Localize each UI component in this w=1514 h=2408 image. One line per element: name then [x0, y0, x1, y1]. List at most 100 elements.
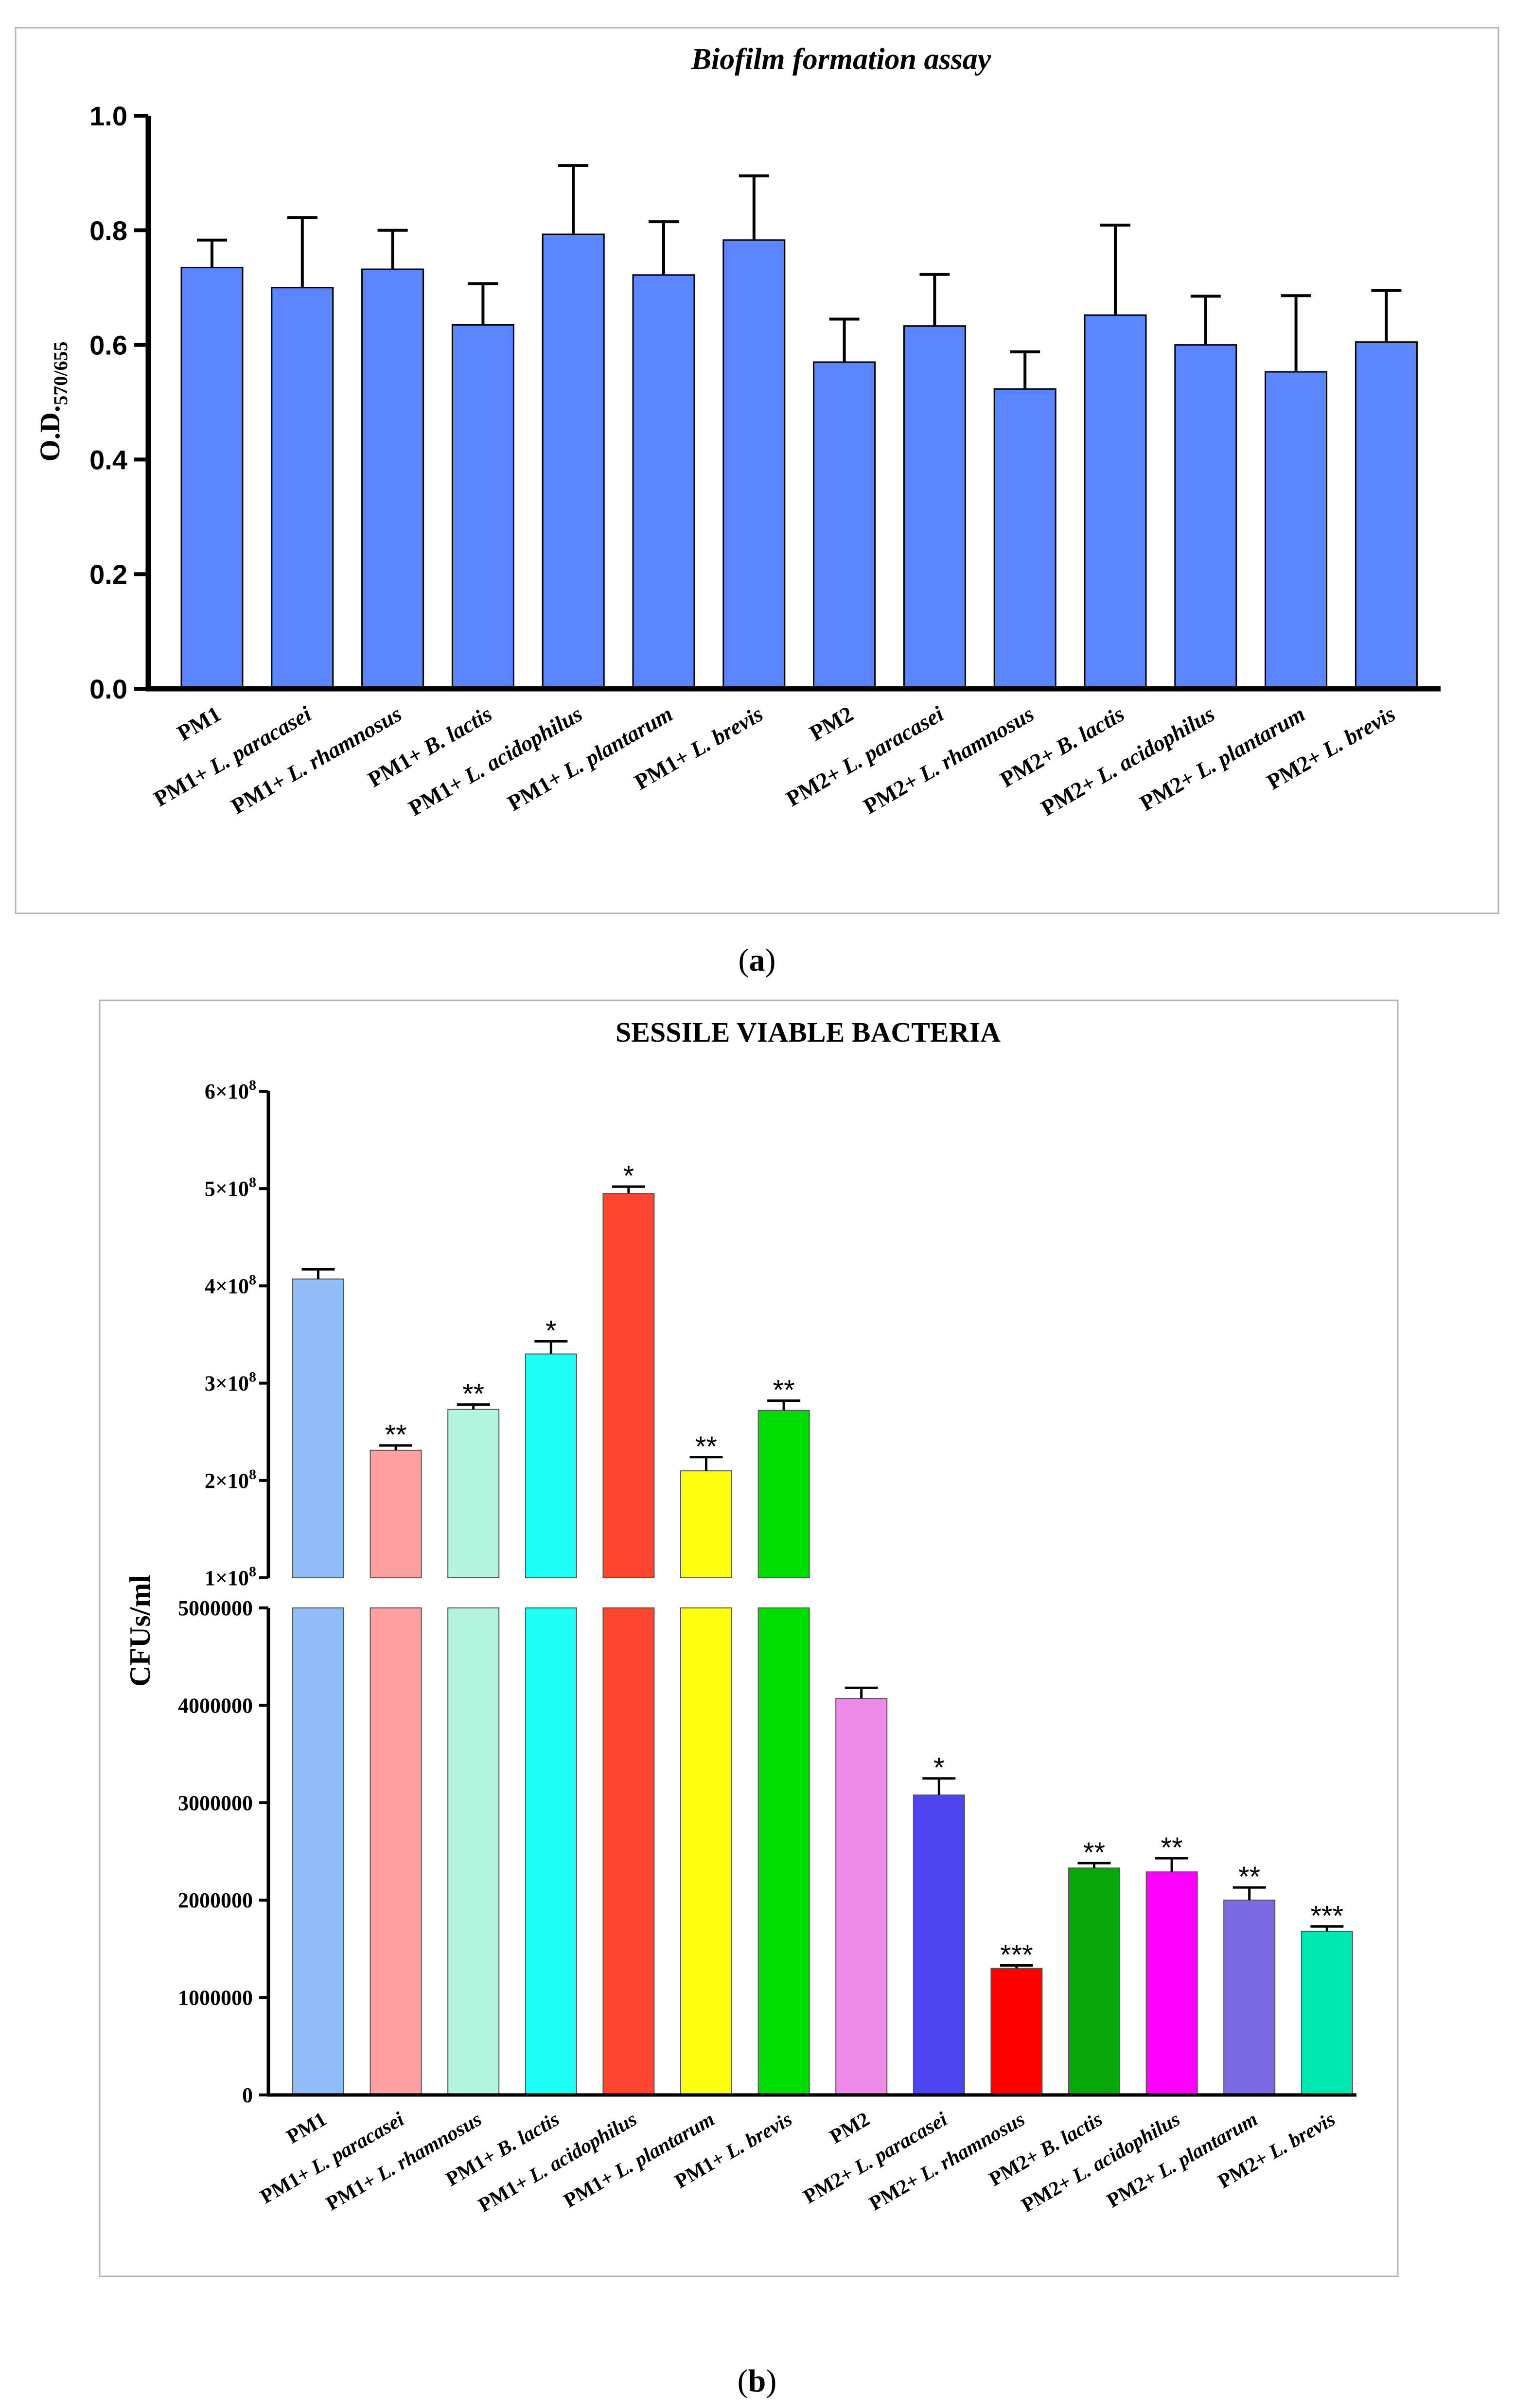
panel-a-bar	[180, 266, 244, 690]
panel-b-significance-label: **	[1083, 1837, 1105, 1868]
panel-b-x-label: PM1	[283, 2108, 331, 2148]
panel-b-bar	[913, 1794, 965, 2096]
panel-a-bar	[1265, 371, 1328, 690]
panel-b-significance-label: **	[773, 1375, 795, 1406]
panel-a-x-label-prefix: PM2	[805, 701, 857, 745]
panel-b-bar-upper	[680, 1470, 732, 1579]
panel-a-ylabel-main: O.D.	[34, 405, 66, 462]
panel-a-bar	[722, 239, 786, 690]
panel-a-bar	[1174, 344, 1237, 690]
panel-a-label: (a)	[739, 942, 776, 978]
panel-b-x-label-species: L. brevis	[722, 2108, 796, 2164]
panel-b-x-label-prefix: PM1+	[442, 2142, 504, 2191]
panel-b-bar-upper	[525, 1353, 577, 1579]
panel-b-significance-label: ***	[1310, 1900, 1343, 1932]
panel-b-y-ticks: 1×108 2×108 3×108 4×108 5×108 6×108 0 1000000 20…	[178, 1077, 268, 2107]
panel-b-x-label-prefix: PM2+	[1103, 2164, 1165, 2212]
panel-a-x-label-prefix: PM1+	[364, 738, 432, 792]
panel-b-x-label-prefix: PM1+	[257, 2160, 319, 2208]
panel-a-biofilm-chart: Biofilm formation assay O.D.570/655 0.0 0…	[15, 27, 1499, 914]
panel-a-x-label: PM2+ L. acidophilus	[1037, 701, 1219, 820]
panel-b-x-label-prefix: PM1+	[671, 2144, 733, 2193]
panel-a-x-label: PM1+ L. plantarum	[503, 701, 677, 816]
panel-a-bar	[451, 324, 514, 690]
panel-a-bar	[1084, 314, 1147, 690]
panel-a-bar	[813, 361, 876, 690]
panel-b-bar-lower	[680, 1607, 732, 2095]
panel-b-bar	[1223, 1900, 1276, 2095]
panel-b-bar-lower	[525, 1607, 577, 2095]
panel-b-lower-tick-label: 2000000	[178, 1888, 253, 1912]
panel-b-upper-tick-label: 2×108	[205, 1466, 256, 1493]
panel-b-significance-label: *	[933, 1752, 945, 1784]
panel-a-ylabel-sub: 570/655	[50, 341, 71, 405]
panel-a-bar	[542, 233, 605, 690]
panel-a-x-label-species: B. lactis	[419, 701, 496, 760]
panel-a-x-label-prefix: PM2+	[782, 758, 850, 811]
panel-a-y-axis-label: O.D.570/655	[34, 341, 71, 461]
panel-b-bar-lower	[757, 1607, 810, 2095]
panel-b-lower-tick-label: 0	[242, 2083, 253, 2107]
panel-b-significance-label: ***	[1000, 1939, 1033, 1971]
panel-a-x-label-prefix: PM2+	[859, 765, 927, 819]
panel-b-frame	[99, 999, 1399, 2277]
panel-b-lower-tick-label: 3000000	[178, 1791, 253, 1815]
panel-a-x-label-species: B. lactis	[1051, 701, 1128, 760]
panel-b-sessile-chart: SESSILE VIABLE BACTERIA CFUs/ml 1×108 2×1…	[99, 999, 1399, 2277]
panel-b-bar-upper	[602, 1193, 655, 1578]
panel-a-x-label: PM1	[173, 701, 225, 745]
panel-a-y-tick-label: 0.2	[89, 559, 127, 590]
panel-a-x-label-prefix: PM2+	[1037, 767, 1105, 820]
panel-a-bar	[632, 274, 695, 690]
panel-b-label: (b)	[738, 2363, 777, 2399]
panel-b-x-label-prefix: PM2+	[865, 2166, 928, 2215]
panel-a-bar	[1355, 341, 1418, 690]
panel-b-x-label-prefix: PM2+	[986, 2142, 1048, 2191]
panel-b-x-label-species: L. brevis	[1265, 2108, 1339, 2164]
panel-a-x-label: PM2	[805, 701, 857, 745]
panel-b-bar	[1301, 1931, 1353, 2095]
panel-b-significance-label: *	[546, 1315, 557, 1347]
panel-b-upper-tick-label: 3×108	[205, 1369, 256, 1396]
panel-a-x-label-prefix: PM1+	[149, 758, 217, 811]
panel-a-x-label-prefix: PM2+	[996, 738, 1064, 792]
panel-b-bar	[990, 1968, 1043, 2095]
panel-b-x-label-prefix: PM1+	[322, 2166, 385, 2215]
panel-a-x-label-prefix: PM2+	[1136, 762, 1204, 816]
panel-a-x-label-species: L. brevis	[1318, 701, 1399, 762]
panel-a-x-label-prefix: PM1+	[405, 767, 473, 820]
panel-a-title: Biofilm formation assay	[691, 43, 991, 76]
panel-b-significance-label: **	[385, 1419, 407, 1451]
panel-a-x-label-prefix: PM1	[173, 701, 225, 745]
panel-a-y-tick-label: 0.6	[89, 330, 127, 361]
panel-a-y-tick-label: 0.0	[89, 674, 127, 704]
panel-a-y-ticks: 0.0 0.2 0.4 0.6 0.8 1.0	[89, 101, 148, 704]
panel-b-bar	[835, 1698, 888, 2096]
panel-b-bar-lower	[370, 1607, 422, 2095]
panel-b-x-label-prefix: PM2+	[1214, 2144, 1276, 2193]
panel-a-x-label-prefix: PM2+	[1263, 741, 1331, 794]
panel-b-x-label: PM2	[826, 2108, 874, 2148]
panel-b-x-label-prefix: PM1+	[475, 2168, 537, 2217]
panel-a-x-label: PM1+ L. acidophilus	[405, 701, 587, 820]
panel-a-y-tick-label: 0.8	[89, 215, 127, 246]
panel-b-significance-label: *	[623, 1160, 634, 1192]
panel-b-lower-tick-label: 4000000	[178, 1693, 253, 1717]
panel-b-bar	[1145, 1871, 1198, 2095]
panel-a-x-label: PM2+ L. plantarum	[1136, 701, 1309, 816]
panel-b-significance-label: **	[695, 1431, 717, 1463]
panel-b-bar-upper	[447, 1409, 500, 1579]
panel-b-bar-lower	[292, 1607, 344, 2095]
panel-b-bar-upper	[370, 1449, 422, 1579]
panel-a-x-label-species: L. brevis	[686, 701, 767, 762]
panel-b-bar-upper	[757, 1410, 810, 1578]
panel-b-bar-lower	[447, 1607, 500, 2095]
panel-a-x-label-prefix: PM1+	[630, 741, 698, 794]
panel-b-title: SESSILE VIABLE BACTERIA	[616, 1016, 1001, 1048]
panel-b-significance-label: **	[1161, 1832, 1183, 1864]
panel-b-x-label-prefix: PM2+	[800, 2160, 862, 2208]
panel-a-bars	[180, 164, 1418, 690]
